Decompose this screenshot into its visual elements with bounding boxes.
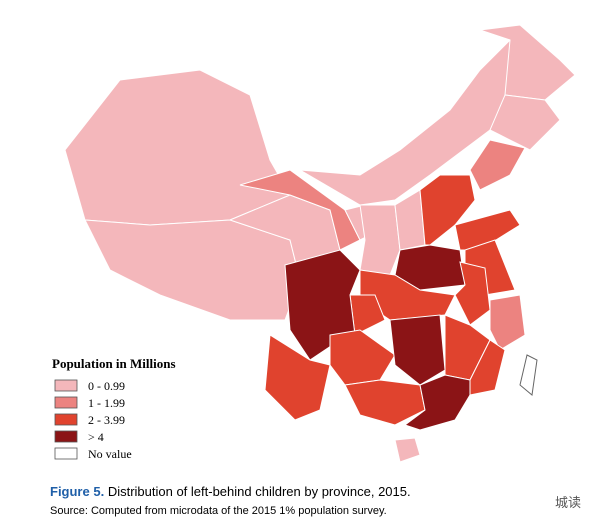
province xyxy=(519,354,538,396)
province xyxy=(239,169,361,251)
province xyxy=(64,69,291,226)
province xyxy=(403,374,471,431)
province xyxy=(454,209,521,251)
province xyxy=(359,204,401,276)
legend-title: Population in Millions xyxy=(52,356,176,371)
legend-swatch xyxy=(54,396,78,409)
legend-label: 1 - 1.99 xyxy=(88,396,125,410)
province xyxy=(469,139,526,191)
province xyxy=(389,314,446,386)
legend-swatch xyxy=(54,447,78,460)
legend-swatch xyxy=(54,379,78,392)
figure-number: Figure 5. xyxy=(50,484,104,499)
province xyxy=(84,219,301,321)
legend: Population in Millions 0 - 0.99 1 - 1.99 2… xyxy=(52,356,176,461)
province xyxy=(394,437,421,463)
province xyxy=(489,94,561,151)
caption: Figure 5. Distribution of left-behind ch… xyxy=(50,484,411,499)
caption-text: Distribution of left-behind children by … xyxy=(108,484,411,499)
legend-label: 0 - 0.99 xyxy=(88,379,125,393)
watermark: 城读 xyxy=(555,496,581,511)
province xyxy=(489,294,526,351)
map xyxy=(64,24,576,463)
legend-swatch xyxy=(54,430,78,443)
legend-label: No value xyxy=(88,447,132,461)
province xyxy=(469,339,506,396)
province xyxy=(329,329,396,386)
legend-label: > 4 xyxy=(88,430,104,444)
province xyxy=(264,334,331,421)
province xyxy=(344,379,426,426)
legend-swatch xyxy=(54,413,78,426)
province xyxy=(479,24,576,101)
source: Source: Computed from microdata of the 2… xyxy=(50,505,387,517)
province xyxy=(419,174,476,246)
legend-label: 2 - 3.99 xyxy=(88,413,125,427)
